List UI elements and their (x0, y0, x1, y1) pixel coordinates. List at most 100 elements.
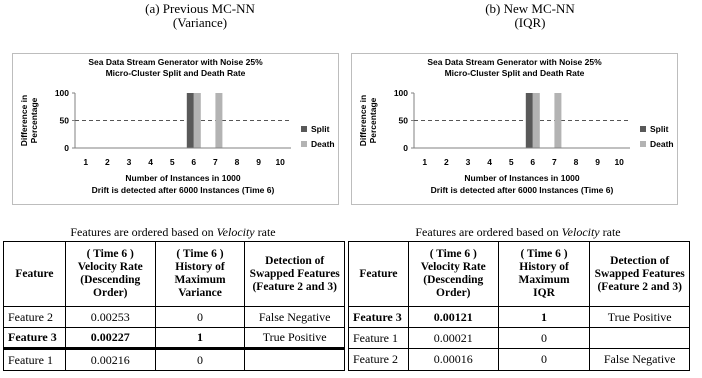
table-b-cell-feature: Feature 2 (348, 348, 409, 371)
table-a-cell-velocity: 0.00253 (64, 306, 156, 328)
table-row: Feature 2 0.00253 0 False Negative (3, 306, 345, 328)
chart-title: Sea Data Stream Generator with Noise 25% (88, 57, 263, 67)
x-tick-label: 8 (574, 157, 579, 167)
table-b-cell-feature: Feature 3 (348, 306, 409, 328)
table-b-header-history: ( Time 6 ) History of Maximum IQR (497, 241, 591, 307)
table-a-caption: Features are ordered based on Velocity r… (3, 225, 343, 240)
table-b-caption: Features are ordered based on Velocity r… (348, 225, 688, 240)
panel-a-caption: (a) Previous MC-NN (Variance) (110, 2, 290, 30)
table-row: Feature 1 0.00021 0 (348, 327, 690, 349)
x-tick-label: 2 (444, 157, 449, 167)
legend-swatch-death (640, 141, 646, 147)
table-b-header-row: Feature ( Time 6 ) Velocity Rate (Descendi… (348, 241, 690, 307)
table-a-caption-italic: Velocity (216, 225, 255, 239)
table-row: Feature 1 0.00216 0 (3, 347, 345, 371)
panel-b-caption: (b) New MC-NN (IQR) (440, 2, 620, 30)
bar-death (193, 93, 201, 148)
y-tick-label: 0 (403, 143, 408, 153)
table-a-cell-velocity: 0.00227 (64, 327, 156, 349)
table-a-cell-detection: False Negative (244, 306, 345, 328)
panel-b-caption-line2: (IQR) (514, 15, 546, 30)
table-a-cell-feature: Feature 3 (3, 327, 66, 349)
table-b-cell-history: 0 (497, 327, 591, 349)
x-tick-label: 10 (614, 157, 624, 167)
x-tick-label: 7 (552, 157, 557, 167)
x-axis-label: Number of Instances in 1000 (125, 173, 241, 183)
table-b-header-feature: Feature (348, 241, 409, 307)
table-b-cell-history: 0 (497, 348, 591, 371)
x-tick-label: 1 (83, 157, 88, 167)
x-tick-label: 5 (509, 157, 514, 167)
panel-a-caption-line2: (Variance) (172, 15, 228, 30)
chart-a-svg: Sea Data Stream Generator with Noise 25%… (19, 57, 335, 195)
table-b-cell-detection (589, 327, 690, 349)
y-tick-label: 100 (55, 88, 69, 98)
bar-death (215, 93, 223, 148)
chart-note: Drift is detected after 6000 Instances (… (431, 185, 614, 195)
x-tick-label: 9 (256, 157, 261, 167)
y-axis-label: Difference inPercentage (19, 95, 39, 147)
x-tick-label: 3 (127, 157, 132, 167)
table-a-header-history: ( Time 6 ) History of Maximum Variance (154, 241, 246, 307)
table-b: Feature ( Time 6 ) Velocity Rate (Descendi… (348, 241, 690, 371)
table-a-cell-feature: Feature 1 (3, 347, 66, 371)
legend-swatch-split (301, 126, 307, 132)
table-b-cell-velocity: 0.00016 (407, 348, 499, 371)
bar-death (532, 93, 540, 148)
table-b-caption-italic: Velocity (561, 225, 600, 239)
chart-title: Sea Data Stream Generator with Noise 25% (427, 57, 602, 67)
bar-split (525, 93, 533, 148)
legend-label-death: Death (650, 139, 674, 149)
x-tick-label: 8 (235, 157, 240, 167)
x-tick-label: 2 (105, 157, 110, 167)
y-axis-label: Difference inPercentage (358, 95, 378, 147)
table-b-caption-post: rate (599, 225, 621, 239)
table-b-caption-pre: Features are ordered based on (415, 225, 562, 239)
table-b-cell-velocity: 0.00021 (407, 327, 499, 349)
x-tick-label: 10 (275, 157, 285, 167)
bar-split (186, 93, 194, 148)
table-b-header-velocity: ( Time 6 ) Velocity Rate (Descending Order… (407, 241, 499, 307)
panel-b-caption-line1: (b) New MC-NN (485, 1, 575, 16)
table-a-header-velocity: ( Time 6 ) Velocity Rate (Descending Order… (64, 241, 156, 307)
x-tick-label: 1 (422, 157, 427, 167)
x-tick-label: 6 (191, 157, 196, 167)
x-tick-label: 9 (595, 157, 600, 167)
x-tick-label: 5 (170, 157, 175, 167)
table-a-cell-history: 0 (154, 347, 246, 371)
table-a-cell-feature: Feature 2 (3, 306, 66, 328)
table-a-caption-post: rate (254, 225, 276, 239)
legend-label-split: Split (650, 124, 669, 134)
table-a-header-detection: Detection of Swapped Features (Feature 2 a… (244, 241, 345, 307)
table-a-header-row: Feature ( Time 6 ) Velocity Rate (Descendi… (3, 241, 345, 307)
table-a-cell-history: 1 (154, 327, 246, 349)
table-a-header-feature: Feature (3, 241, 66, 307)
x-axis-label: Number of Instances in 1000 (464, 173, 580, 183)
chart-b-svg: Sea Data Stream Generator with Noise 25%… (358, 57, 674, 195)
table-a-cell-detection: True Positive (244, 327, 345, 349)
table-b-cell-detection: True Positive (589, 306, 690, 328)
table-a-caption-pre: Features are ordered based on (70, 225, 217, 239)
chart-subtitle: Micro-Cluster Split and Death Rate (106, 68, 246, 78)
table-b-cell-history: 1 (497, 306, 591, 328)
legend-label-split: Split (311, 124, 330, 134)
x-tick-label: 7 (213, 157, 218, 167)
bar-death (554, 93, 562, 148)
y-tick-label: 50 (60, 116, 70, 126)
y-tick-label: 100 (394, 88, 408, 98)
x-tick-label: 4 (148, 157, 153, 167)
x-tick-label: 6 (530, 157, 535, 167)
table-a-cell-history: 0 (154, 306, 246, 328)
panel-a-caption-line1: (a) Previous MC-NN (145, 1, 255, 16)
table-row: Feature 2 0.00016 0 False Negative (348, 348, 690, 371)
chart-b: Sea Data Stream Generator with Noise 25%… (351, 53, 678, 205)
table-a-cell-velocity: 0.00216 (64, 347, 156, 371)
chart-subtitle: Micro-Cluster Split and Death Rate (445, 68, 585, 78)
table-row: Feature 3 0.00121 1 True Positive (348, 306, 690, 328)
y-tick-label: 0 (64, 143, 69, 153)
legend-swatch-death (301, 141, 307, 147)
table-a: Feature ( Time 6 ) Velocity Rate (Descendi… (3, 241, 345, 371)
legend-swatch-split (640, 126, 646, 132)
table-b-cell-detection: False Negative (589, 348, 690, 371)
chart-note: Drift is detected after 6000 Instances (… (92, 185, 275, 195)
